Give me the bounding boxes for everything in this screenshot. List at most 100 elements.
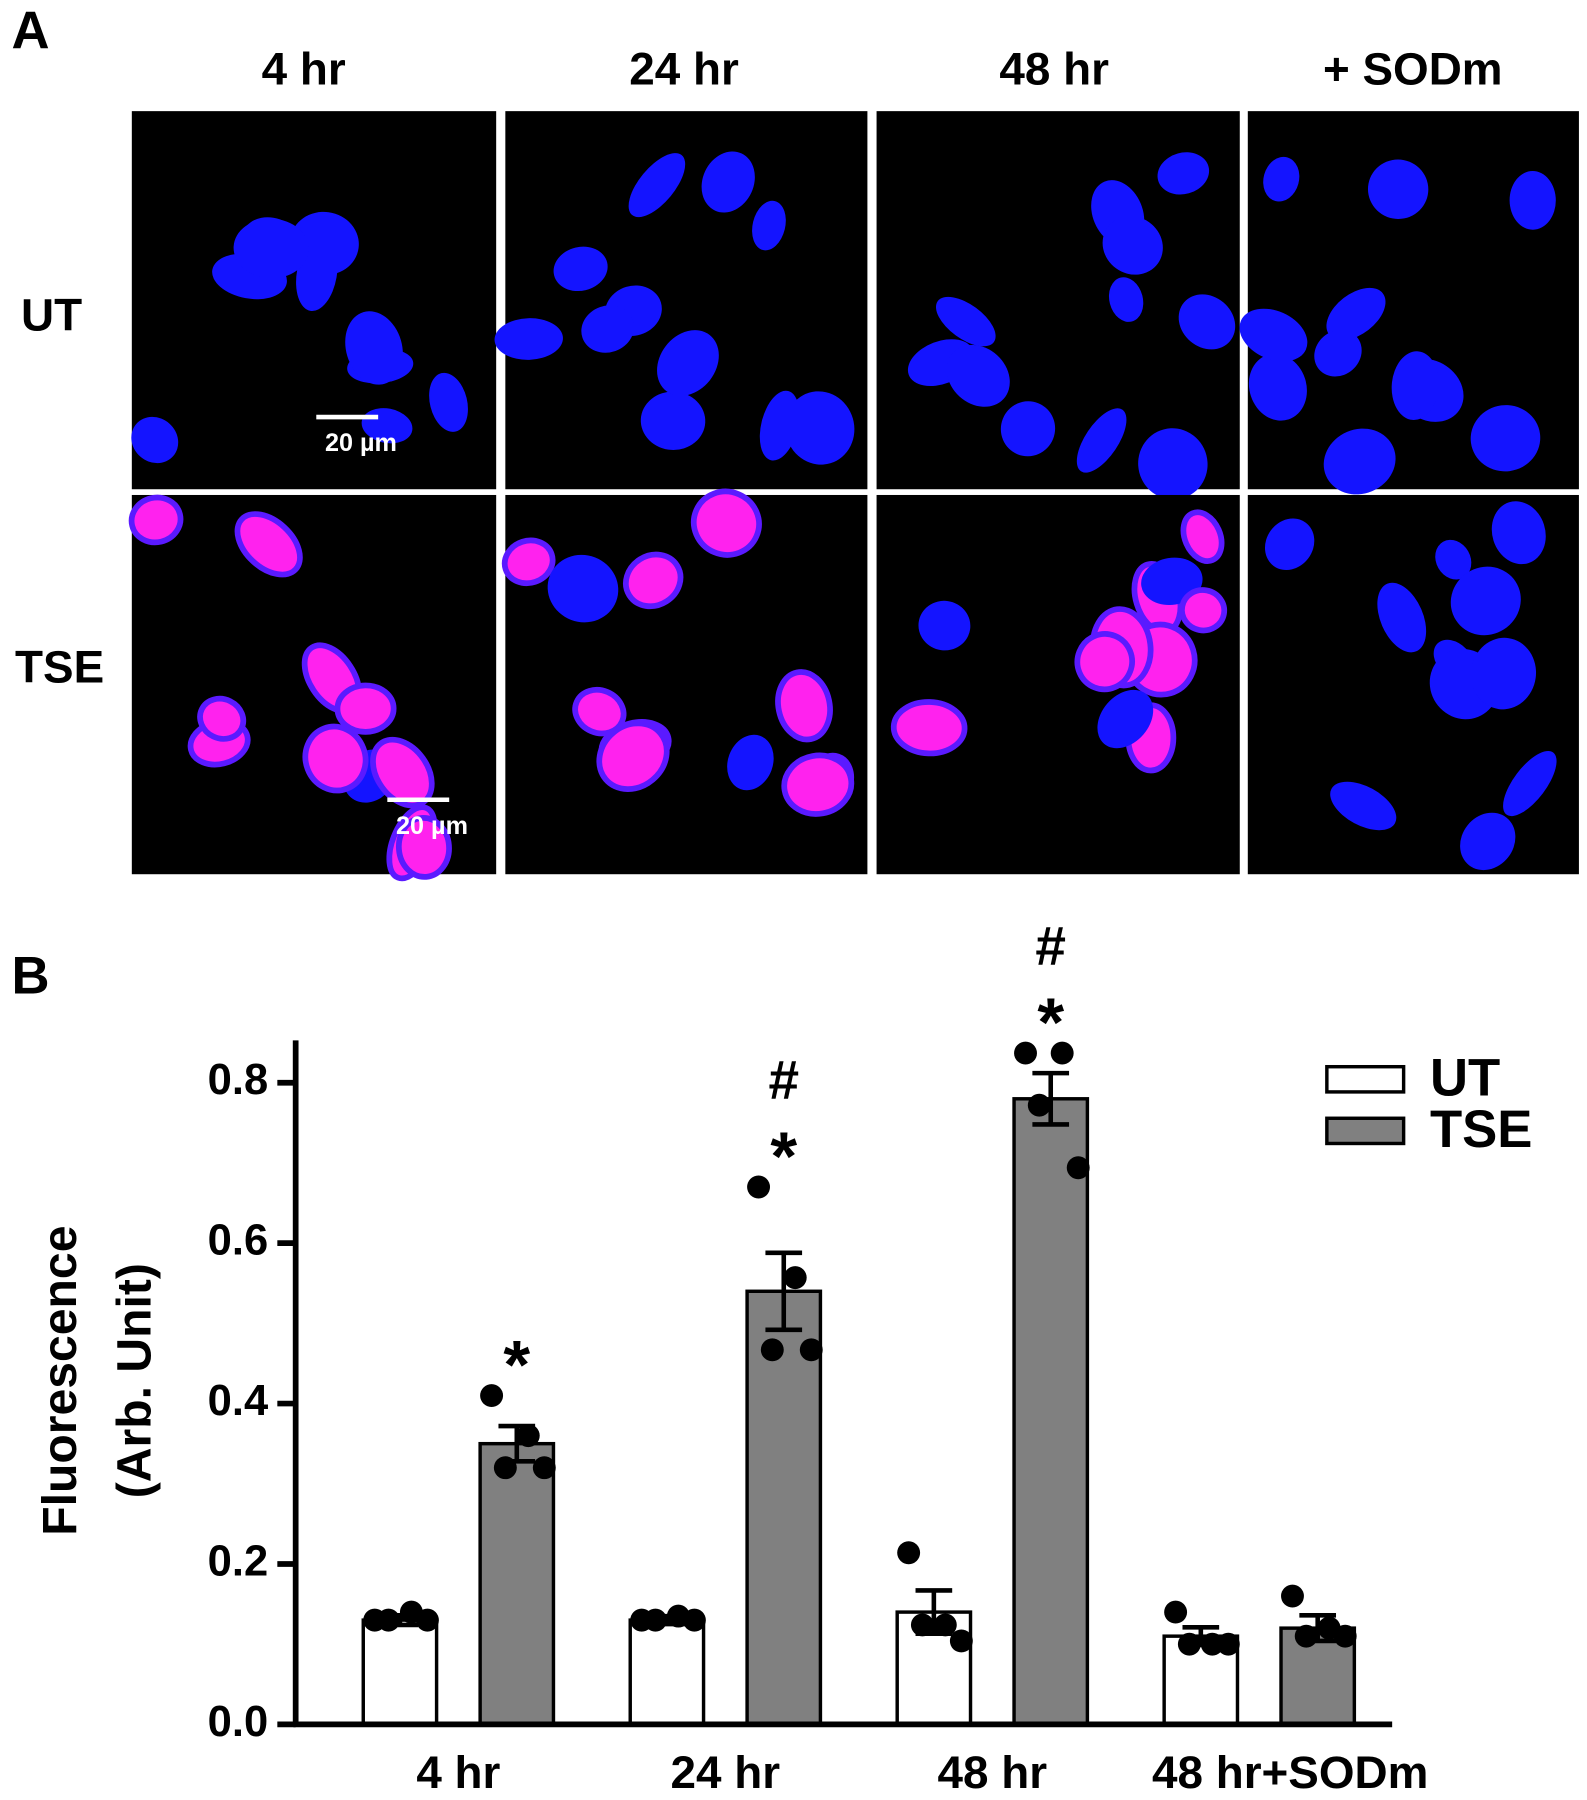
nucleus xyxy=(1470,405,1541,472)
significance-star: * xyxy=(1037,984,1064,1061)
data-point xyxy=(910,1613,934,1637)
column-header: 4 hr xyxy=(262,43,346,94)
bar xyxy=(478,1441,556,1727)
data-point xyxy=(1281,1584,1304,1608)
panel-b: B Fluorescence (Arb. Unit) 0.0 0.2 0.4 0.6 0.8 U… xyxy=(12,914,1533,1798)
nucleus xyxy=(494,318,563,360)
data-point xyxy=(760,1338,784,1362)
nucleus xyxy=(429,372,468,432)
nucleus xyxy=(935,296,996,347)
nucleus xyxy=(775,669,833,743)
y-tick-label: 0.2 xyxy=(208,1537,269,1585)
legend-swatch xyxy=(1325,1116,1406,1146)
nucleus xyxy=(1491,501,1546,565)
y-tick-label: 0.6 xyxy=(208,1217,269,1265)
nucleus xyxy=(781,752,855,817)
error-bar xyxy=(1032,1070,1070,1127)
data-point xyxy=(747,1175,771,1199)
data-point xyxy=(949,1629,973,1653)
data-point xyxy=(783,1266,807,1290)
x-tick-label: 48 hr xyxy=(938,1747,1048,1798)
y-tick-label: 0.0 xyxy=(208,1698,269,1746)
nucleus xyxy=(233,218,309,279)
significance-hash: # xyxy=(1035,914,1066,976)
bar xyxy=(628,1618,706,1727)
significance-star: * xyxy=(503,1326,530,1403)
nucleus xyxy=(1138,428,1208,500)
y-axis-title: (Arb. Unit) xyxy=(107,1263,161,1498)
nucleus xyxy=(1377,582,1427,653)
data-point xyxy=(1027,1093,1051,1117)
data-point xyxy=(682,1608,706,1632)
bar xyxy=(745,1289,823,1727)
significance-hash: # xyxy=(768,1048,799,1110)
nucleus xyxy=(1102,216,1163,275)
nucleus xyxy=(1180,509,1225,564)
panel-label: A xyxy=(12,1,50,60)
nucleus xyxy=(946,344,1010,407)
nucleus xyxy=(1097,689,1154,749)
data-point xyxy=(897,1541,921,1565)
x-tick-label: 4 hr xyxy=(416,1747,500,1798)
nucleus xyxy=(234,511,303,578)
nucleus xyxy=(1450,566,1521,636)
data-point xyxy=(1164,1600,1188,1624)
data-point xyxy=(516,1424,540,1448)
nucleus xyxy=(547,554,619,623)
data-point xyxy=(532,1456,556,1480)
nucleus xyxy=(1460,812,1516,871)
data-point xyxy=(1216,1632,1240,1656)
nucleus xyxy=(1330,781,1397,831)
nucleus xyxy=(1248,353,1307,421)
nucleus xyxy=(1239,308,1308,362)
bar xyxy=(1012,1097,1090,1727)
data-point xyxy=(1177,1632,1201,1656)
x-tick-label: 24 hr xyxy=(671,1747,781,1798)
nucleus xyxy=(334,682,397,735)
bar xyxy=(361,1618,439,1727)
nucleus xyxy=(785,391,855,465)
nucleus xyxy=(1367,159,1429,219)
legend-swatch xyxy=(1325,1064,1406,1094)
nucleus xyxy=(572,686,627,737)
nucleus xyxy=(1264,518,1315,571)
panel-label: B xyxy=(12,947,50,1006)
data-point xyxy=(493,1456,517,1480)
column-header: 24 hr xyxy=(629,43,739,94)
data-point xyxy=(799,1338,823,1362)
nucleus xyxy=(501,537,556,587)
nucleus xyxy=(1323,428,1396,495)
legend-label: TSE xyxy=(1430,1100,1532,1159)
nucleus xyxy=(1326,287,1386,341)
row-label: TSE xyxy=(15,641,104,692)
data-point xyxy=(415,1608,439,1632)
x-tick-label: 48 hr+SODm xyxy=(1152,1747,1428,1798)
nucleus xyxy=(1157,152,1210,195)
nucleus xyxy=(1503,751,1557,817)
nucleus xyxy=(628,153,686,218)
nucleus xyxy=(131,416,179,464)
error-bar xyxy=(765,1250,803,1333)
nucleus xyxy=(197,695,247,742)
y-axis-title: Fluorescence xyxy=(33,1226,87,1536)
nucleus xyxy=(1108,277,1144,322)
column-header: + SODm xyxy=(1323,43,1503,94)
nucleus xyxy=(345,311,403,385)
scale-bar-label: 20 µm xyxy=(325,429,397,457)
nucleus xyxy=(395,814,452,880)
nucleus xyxy=(701,151,755,213)
nucleus xyxy=(890,699,968,757)
nucleus xyxy=(918,600,971,651)
data-point xyxy=(1014,1041,1037,1065)
data-point xyxy=(1050,1041,1074,1065)
data-point xyxy=(480,1384,504,1408)
column-header: 48 hr xyxy=(999,43,1109,94)
legend-label: UT xyxy=(1430,1049,1500,1108)
data-point xyxy=(933,1613,957,1637)
nucleus xyxy=(727,734,774,791)
y-tick-label: 0.8 xyxy=(208,1056,269,1104)
nucleus xyxy=(640,391,706,450)
row-label: UT xyxy=(21,290,82,341)
nucleus xyxy=(1263,156,1300,202)
